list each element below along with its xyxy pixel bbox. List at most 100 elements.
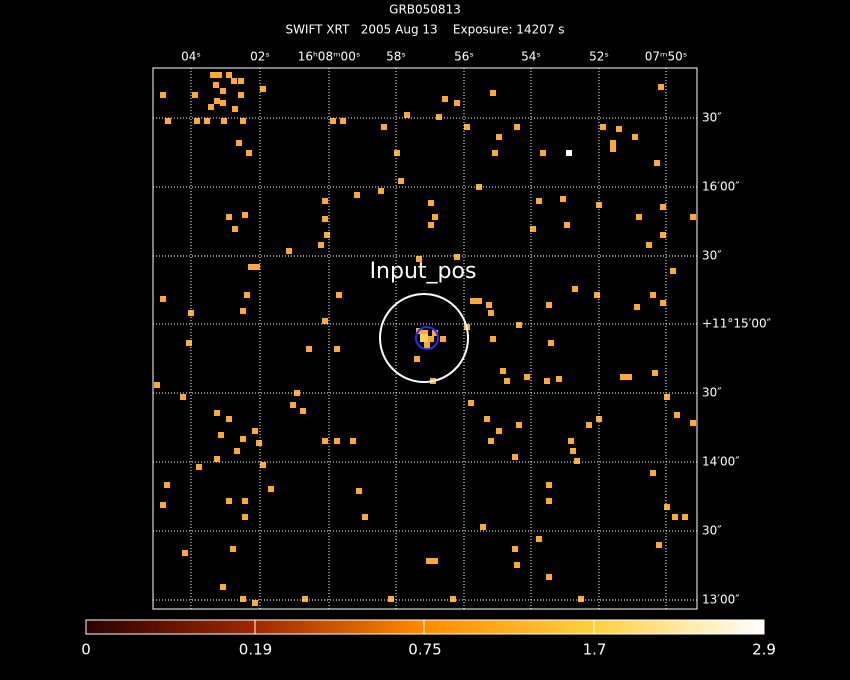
photon-pixel: [480, 524, 486, 530]
photon-pixel: [616, 126, 622, 132]
photon-pixel: [286, 248, 292, 254]
photon-pixel: [336, 292, 342, 298]
dec-label: 30″: [702, 111, 722, 125]
photon-pixel: [610, 146, 616, 152]
photon-pixel: [492, 150, 498, 156]
photon-pixel: [500, 368, 506, 374]
subtitle: SWIFT XRT 2005 Aug 13 Exposure: 14207 s: [285, 23, 564, 37]
photon-pixel: [512, 546, 518, 552]
photon-pixel: [218, 432, 224, 438]
photon-pixel: [568, 438, 574, 444]
photon-pixel: [514, 124, 520, 130]
photon-pixel: [484, 416, 490, 422]
photon-pixel: [524, 374, 530, 380]
colorbar-label: 2.9: [752, 641, 776, 659]
photon-pixel: [252, 428, 258, 434]
photon-pixel: [330, 118, 336, 124]
photon-pixel: [256, 440, 262, 446]
photon-pixel: [496, 134, 502, 140]
photon-pixel: [322, 216, 328, 222]
photon-pixel: [496, 428, 502, 434]
photon-pixel: [240, 596, 246, 602]
photon-pixel: [334, 438, 340, 444]
photon-pixel: [632, 134, 638, 140]
photon-pixel: [650, 470, 656, 476]
photon-pixel: [428, 336, 434, 342]
photon-pixel: [420, 334, 428, 342]
photon-pixel: [546, 302, 552, 308]
frame: [152, 67, 698, 610]
photon-pixel: [362, 514, 368, 520]
photon-pixel: [422, 330, 428, 336]
photon-pixel: [578, 596, 584, 602]
source-region: [379, 293, 469, 383]
photon-pixel: [350, 438, 356, 444]
photon-pixel: [652, 370, 658, 376]
photon-pixel: [432, 558, 438, 564]
photon-pixel: [238, 92, 244, 98]
photon-pixel: [196, 464, 202, 470]
photon-pixel: [220, 100, 226, 106]
photon-pixel: [586, 422, 592, 428]
photon-pixel: [226, 498, 232, 504]
photon-pixel: [570, 448, 576, 454]
dec-label: 30″: [702, 249, 722, 263]
photon-pixel: [646, 242, 652, 248]
dec-label: +11°15′00″: [702, 317, 772, 331]
photon-pixel: [232, 106, 238, 112]
photon-pixel: [672, 514, 678, 520]
photon-pixel: [300, 408, 306, 414]
photon-pixel: [248, 264, 254, 270]
ra-label: 07ᵐ50ˢ: [645, 50, 688, 64]
photon-pixel: [560, 196, 566, 202]
photon-pixel: [596, 202, 602, 208]
photon-pixel: [426, 558, 432, 564]
photon-pixel: [216, 72, 222, 78]
photon-pixel: [660, 232, 666, 238]
photon-pixel: [620, 374, 626, 380]
photon-pixel: [236, 140, 242, 146]
colorbar-label: 0.19: [239, 641, 272, 659]
title: GRB050813: [389, 3, 461, 17]
photon-pixel: [488, 438, 494, 444]
photon-pixel: [488, 310, 494, 316]
photon-pixel: [490, 336, 496, 342]
photon-pixel: [404, 112, 410, 118]
photon-pixel: [252, 600, 258, 606]
photon-pixel: [564, 222, 570, 228]
photon-pixel: [450, 596, 456, 602]
colorbar-label: 1.7: [583, 641, 607, 659]
photon-pixel: [354, 192, 360, 198]
photon-pixel: [160, 296, 166, 302]
photon-pixel: [504, 378, 510, 384]
photon-pixel: [242, 498, 248, 504]
photon-pixel: [242, 212, 248, 218]
photon-pixel: [428, 200, 434, 206]
photon-pixel: [165, 118, 171, 124]
photon-pixel: [464, 124, 470, 130]
photon-pixel: [540, 150, 546, 156]
photon-pixel: [546, 482, 552, 488]
photon-pixel: [416, 256, 422, 262]
ra-label: 52ˢ: [589, 50, 609, 64]
photon-pixel: [322, 198, 328, 204]
photon-pixel: [512, 454, 518, 460]
photon-pixel: [240, 436, 246, 442]
photon-pixel: [268, 486, 274, 492]
photon-pixel: [210, 72, 216, 78]
photon-pixel: [530, 226, 536, 232]
photon-pixel: [468, 400, 474, 406]
photon-pixel: [204, 118, 210, 124]
photon-pixel: [546, 498, 552, 504]
photon-pixel: [664, 504, 670, 510]
photon-pixel: [290, 402, 296, 408]
photon-pixel: [398, 178, 404, 184]
dec-label: 13′00″: [702, 593, 740, 607]
photon-pixel: [440, 336, 446, 342]
photon-pixel: [242, 514, 248, 520]
photon-pixel: [656, 542, 662, 548]
photon-pixel: [246, 150, 252, 156]
colorbar-labels: 0 0.19 0.75 1.7 2.9: [81, 641, 776, 659]
ra-label: 54ˢ: [521, 50, 541, 64]
ra-label: 58ˢ: [386, 50, 406, 64]
